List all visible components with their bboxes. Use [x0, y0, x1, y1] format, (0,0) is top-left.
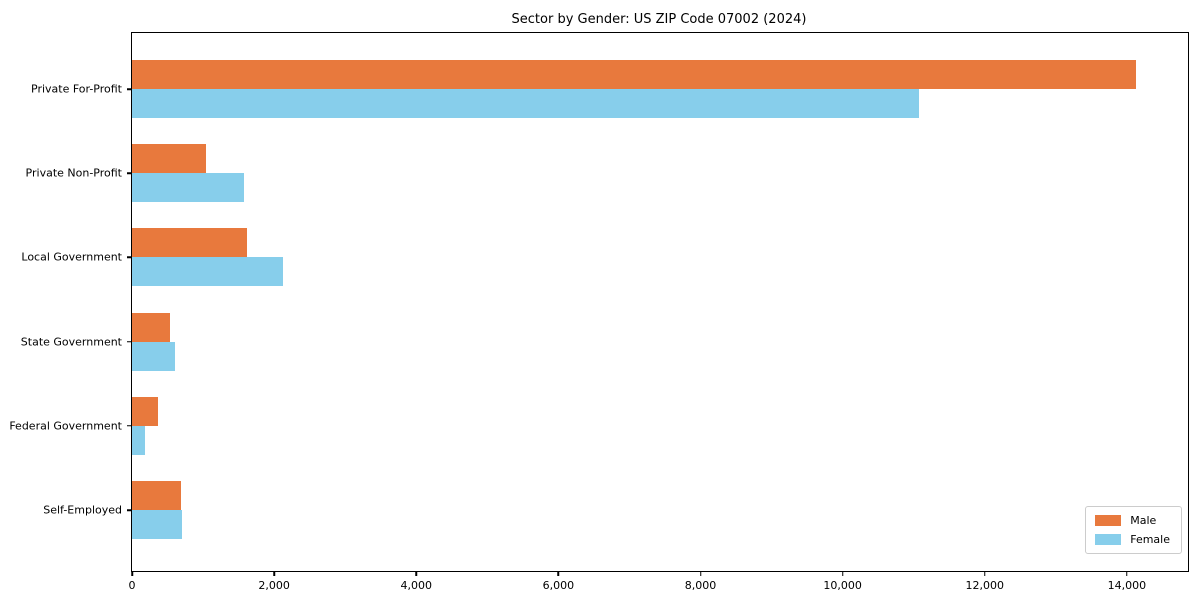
y-axis-category-label: Self-Employed	[43, 503, 122, 517]
bar-male-private-non-profit	[132, 144, 206, 174]
legend-label: Male	[1130, 514, 1157, 527]
legend: Male Female	[1085, 506, 1182, 554]
bar-female-private-non-profit	[132, 173, 245, 203]
bar-female-state-government	[132, 341, 175, 371]
bar-female-federal-government	[132, 425, 146, 455]
y-axis-category-label: Local Government	[21, 250, 122, 264]
x-tick-mark	[415, 571, 417, 576]
legend-item-female: Female	[1095, 533, 1170, 546]
x-axis-tick-label: 14,000	[1107, 579, 1147, 592]
x-tick-mark	[841, 571, 844, 576]
bar-male-state-government	[132, 312, 171, 342]
x-axis-tick-label: 8,000	[684, 579, 717, 592]
y-tick-mark	[127, 425, 132, 427]
x-axis-tick-label: 6,000	[542, 579, 575, 592]
y-axis-category-label: Private Non-Profit	[25, 166, 122, 180]
bar-female-local-government	[132, 257, 284, 287]
bar-female-self-employed	[132, 510, 183, 539]
bar-female-private-for-profit	[132, 89, 919, 118]
plot-area: Male Female Private For-Profit Private Non…	[9, 32, 1189, 592]
x-axis-tick-label: 12,000	[965, 579, 1005, 592]
y-tick-mark	[127, 340, 132, 343]
x-axis-tick-label: 10,000	[823, 579, 862, 592]
x-axis-tick-label: 2,000	[258, 579, 290, 592]
x-tick-mark	[273, 571, 275, 576]
y-axis-category-label: State Government	[20, 335, 122, 349]
y-axis-category-label: Federal Government	[9, 419, 122, 433]
x-axis-tick-label: 0	[128, 579, 136, 592]
bar-male-private-for-profit	[132, 60, 1137, 89]
x-tick-mark	[131, 571, 133, 576]
y-axis-category-label: Private For-Profit	[31, 82, 122, 96]
y-tick-mark	[127, 172, 132, 174]
legend-swatch-male	[1095, 515, 1122, 526]
x-tick-mark	[699, 571, 702, 576]
bar-male-local-government	[132, 228, 248, 258]
legend-label: Female	[1130, 533, 1170, 546]
bar-male-self-employed	[132, 481, 182, 510]
x-tick-mark	[557, 571, 560, 576]
bar-male-federal-government	[132, 396, 158, 426]
legend-item-male: Male	[1095, 514, 1170, 527]
x-tick-mark	[1126, 571, 1128, 576]
x-axis-tick-label: 4,000	[400, 579, 433, 592]
y-tick-mark	[127, 88, 132, 90]
chart-title: Sector by Gender: US ZIP Code 07002 (202…	[511, 12, 807, 27]
legend-swatch-female	[1095, 534, 1122, 545]
y-tick-mark	[127, 256, 132, 259]
x-tick-mark	[984, 571, 986, 576]
y-tick-mark	[127, 509, 132, 511]
